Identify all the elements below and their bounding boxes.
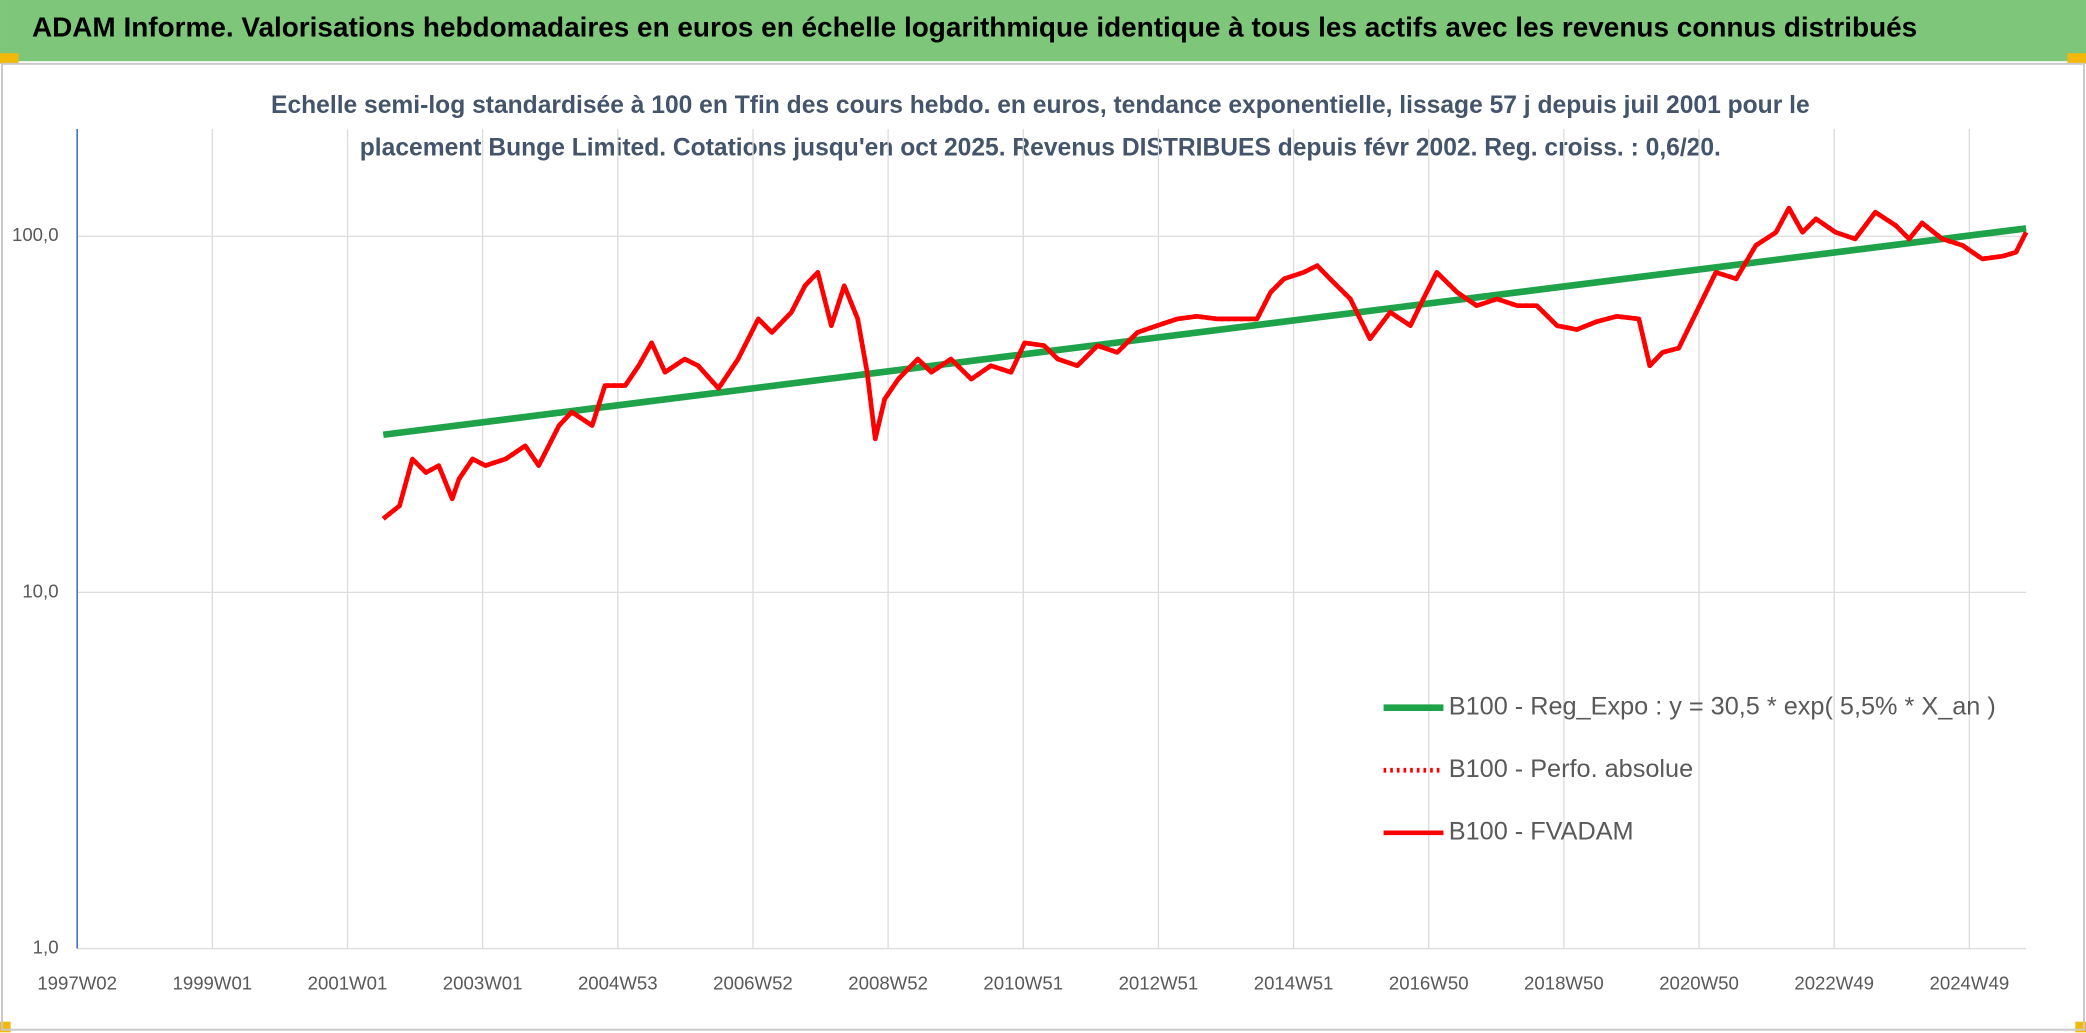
x-tick-label: 2014W51 xyxy=(1254,972,1334,993)
x-tick-label: 2003W01 xyxy=(443,972,523,993)
legend-label: B100 - Reg_Expo : y = 30,5 * exp( 5,5% *… xyxy=(1449,692,1996,720)
corner xyxy=(2075,1021,2086,1033)
x-tick-label: 1997W02 xyxy=(37,972,117,993)
corner xyxy=(0,1021,11,1033)
corner xyxy=(0,53,19,64)
y-tick-label: 100,0 xyxy=(12,224,59,245)
legend-label: B100 - FVADAM xyxy=(1449,817,1634,845)
y-tick-label: 1,0 xyxy=(33,936,59,957)
frame xyxy=(1,62,2085,1031)
corner xyxy=(2067,53,2086,64)
x-tick-label: 2020W50 xyxy=(1659,972,1739,993)
legend-label: B100 - Perfo. absolue xyxy=(1449,755,1693,783)
chart-title: placement Bunge Limited. Cotations jusqu… xyxy=(360,134,1721,161)
x-tick-label: 2012W51 xyxy=(1119,972,1199,993)
y-tick-label: 10,0 xyxy=(22,580,58,601)
x-tick-label: 2022W49 xyxy=(1794,972,1874,993)
series-line xyxy=(382,225,2027,439)
x-tick-label: 2010W51 xyxy=(983,972,1063,993)
x-tick-label: 2006W52 xyxy=(713,972,793,993)
series-line xyxy=(381,205,2029,521)
x-tick-label: 2001W01 xyxy=(308,972,388,993)
x-tick-label: 1999W01 xyxy=(173,972,253,993)
x-tick-label: 2016W50 xyxy=(1389,972,1469,993)
page-title: ADAM Informe. Valorisations hebdomadaire… xyxy=(32,12,1917,43)
x-tick-label: 2018W50 xyxy=(1524,972,1604,993)
x-tick-label: 2024W49 xyxy=(1930,972,2010,993)
chart-title: Echelle semi-log standardisée à 100 en T… xyxy=(271,92,1810,119)
x-tick-label: 2008W52 xyxy=(848,972,928,993)
x-tick-label: 2004W53 xyxy=(578,972,658,993)
header-bar xyxy=(0,0,2086,62)
